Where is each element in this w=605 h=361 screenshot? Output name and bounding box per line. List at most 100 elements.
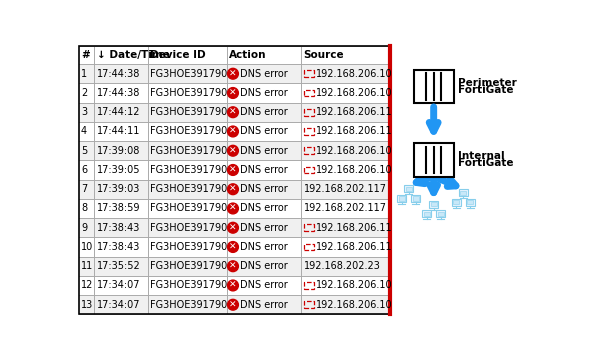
Bar bbox=[397, 195, 407, 202]
Bar bbox=[304, 244, 313, 251]
Text: DNS error: DNS error bbox=[240, 146, 287, 156]
Bar bbox=[304, 147, 313, 154]
Circle shape bbox=[227, 107, 238, 118]
Text: DNS error: DNS error bbox=[240, 126, 287, 136]
Text: 12: 12 bbox=[81, 280, 93, 291]
Bar bbox=[414, 70, 454, 103]
Bar bbox=[79, 83, 390, 103]
Bar bbox=[79, 45, 390, 64]
Text: FG3HOE391790...: FG3HOE391790... bbox=[150, 69, 237, 79]
Circle shape bbox=[227, 299, 238, 310]
Text: 17:38:59: 17:38:59 bbox=[97, 204, 140, 213]
Bar bbox=[451, 199, 460, 206]
Circle shape bbox=[227, 261, 238, 271]
Text: 192.168.206.10: 192.168.206.10 bbox=[316, 88, 393, 98]
Text: FG3HOE391790...: FG3HOE391790... bbox=[150, 184, 237, 194]
Text: ✕: ✕ bbox=[229, 69, 237, 78]
Text: DNS error: DNS error bbox=[240, 204, 287, 213]
Circle shape bbox=[227, 184, 238, 195]
Bar bbox=[79, 218, 390, 238]
Text: FortiGate: FortiGate bbox=[458, 158, 513, 169]
Text: 17:44:38: 17:44:38 bbox=[97, 88, 140, 98]
Bar bbox=[79, 199, 390, 218]
Text: 2: 2 bbox=[81, 88, 87, 98]
Text: ↓ Date/Time: ↓ Date/Time bbox=[97, 50, 169, 60]
Bar bbox=[79, 276, 390, 295]
Text: Perimeter: Perimeter bbox=[458, 78, 517, 88]
Text: 13: 13 bbox=[81, 300, 93, 310]
Text: DNS error: DNS error bbox=[240, 107, 287, 117]
Text: ✕: ✕ bbox=[229, 281, 237, 290]
Text: 5: 5 bbox=[81, 146, 87, 156]
Text: ✕: ✕ bbox=[229, 204, 237, 213]
Bar bbox=[304, 166, 313, 173]
Text: 10: 10 bbox=[81, 242, 93, 252]
Bar bbox=[422, 210, 431, 217]
Text: Action: Action bbox=[229, 50, 267, 60]
Text: DNS error: DNS error bbox=[240, 88, 287, 98]
Bar bbox=[304, 70, 313, 77]
Text: FG3HOE391790...: FG3HOE391790... bbox=[150, 107, 237, 117]
Text: Device ID: Device ID bbox=[150, 50, 206, 60]
Bar bbox=[79, 122, 390, 141]
Text: ✕: ✕ bbox=[229, 300, 237, 309]
Text: ✕: ✕ bbox=[229, 88, 237, 97]
Text: 8: 8 bbox=[81, 204, 87, 213]
Bar bbox=[460, 191, 466, 195]
Bar bbox=[414, 143, 454, 177]
Text: 17:38:43: 17:38:43 bbox=[97, 242, 140, 252]
Circle shape bbox=[227, 203, 238, 214]
Text: 11: 11 bbox=[81, 261, 93, 271]
Text: DNS error: DNS error bbox=[240, 165, 287, 175]
Bar bbox=[304, 224, 313, 231]
Text: ✕: ✕ bbox=[229, 146, 237, 155]
Bar bbox=[404, 185, 413, 192]
Bar bbox=[437, 212, 444, 216]
Text: 192.168.202.117: 192.168.202.117 bbox=[304, 184, 387, 194]
Text: ✕: ✕ bbox=[229, 243, 237, 252]
Text: FG3HOE391790...: FG3HOE391790... bbox=[150, 88, 237, 98]
Text: 6: 6 bbox=[81, 165, 87, 175]
Text: DNS error: DNS error bbox=[240, 242, 287, 252]
Bar bbox=[79, 295, 390, 314]
Circle shape bbox=[227, 242, 238, 252]
Text: ✕: ✕ bbox=[229, 127, 237, 136]
Text: FG3HOE391790...: FG3HOE391790... bbox=[150, 204, 237, 213]
Bar bbox=[436, 210, 445, 217]
Text: 17:44:38: 17:44:38 bbox=[97, 69, 140, 79]
Text: 17:39:03: 17:39:03 bbox=[97, 184, 140, 194]
Text: 17:34:07: 17:34:07 bbox=[97, 300, 140, 310]
Text: 9: 9 bbox=[81, 223, 87, 233]
Text: 17:39:05: 17:39:05 bbox=[97, 165, 140, 175]
Bar bbox=[304, 109, 313, 116]
Text: 192.168.206.11: 192.168.206.11 bbox=[316, 223, 393, 233]
Text: ✕: ✕ bbox=[229, 262, 237, 271]
Text: 192.168.206.11: 192.168.206.11 bbox=[316, 126, 393, 136]
Text: FG3HOE391790...: FG3HOE391790... bbox=[150, 223, 237, 233]
Text: FG3HOE391790...: FG3HOE391790... bbox=[150, 146, 237, 156]
Bar bbox=[429, 201, 438, 208]
Text: 17:44:12: 17:44:12 bbox=[97, 107, 140, 117]
Bar bbox=[79, 45, 390, 314]
Bar bbox=[424, 212, 430, 216]
Circle shape bbox=[227, 145, 238, 156]
Bar bbox=[304, 90, 313, 96]
Circle shape bbox=[227, 222, 238, 233]
Bar bbox=[406, 187, 412, 191]
Text: DNS error: DNS error bbox=[240, 261, 287, 271]
Text: ✕: ✕ bbox=[229, 165, 237, 174]
Text: DNS error: DNS error bbox=[240, 223, 287, 233]
Bar bbox=[453, 200, 459, 204]
Text: 192.168.206.10: 192.168.206.10 bbox=[316, 280, 393, 291]
Text: 7: 7 bbox=[81, 184, 87, 194]
Text: FortiGate: FortiGate bbox=[458, 85, 513, 95]
Text: 192.168.202.117: 192.168.202.117 bbox=[304, 204, 387, 213]
Text: 3: 3 bbox=[81, 107, 87, 117]
Bar bbox=[413, 196, 419, 201]
Bar bbox=[411, 195, 420, 202]
Bar bbox=[431, 202, 437, 206]
Text: 192.168.202.23: 192.168.202.23 bbox=[304, 261, 381, 271]
Bar bbox=[399, 196, 405, 201]
Text: 17:34:07: 17:34:07 bbox=[97, 280, 140, 291]
Bar bbox=[79, 141, 390, 160]
